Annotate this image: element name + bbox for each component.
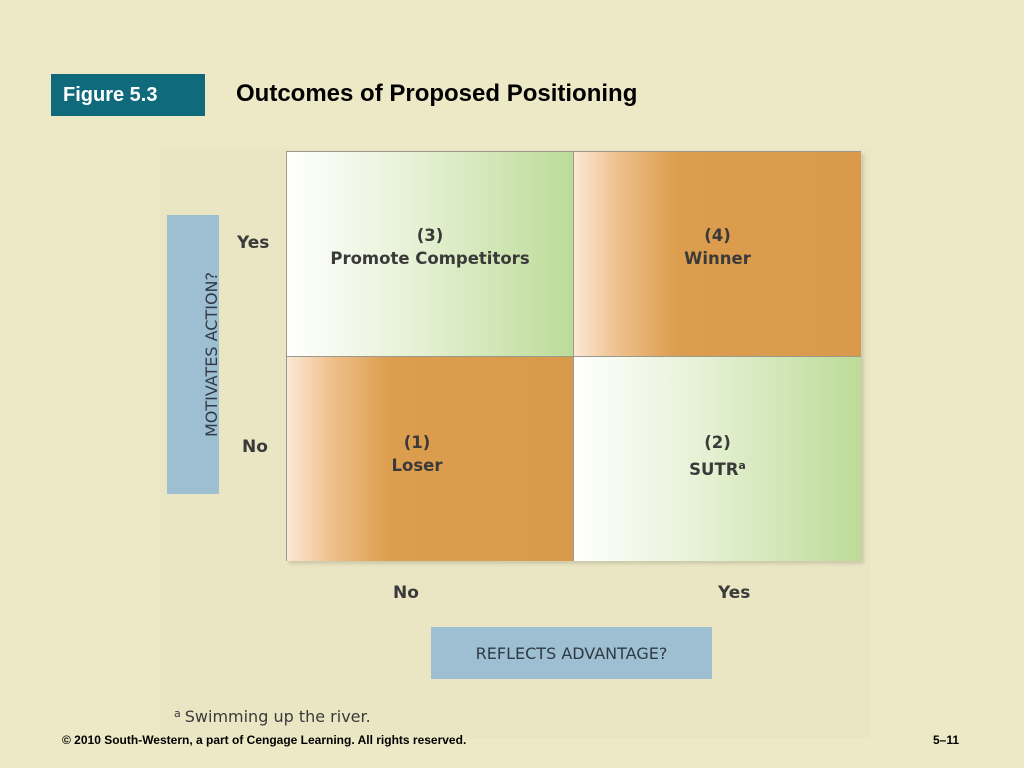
page-number: 5–11 (933, 733, 960, 747)
y-axis-box: MOTIVATES ACTION? (167, 215, 221, 494)
x-axis-label: REFLECTS ADVANTAGE? (475, 643, 668, 663)
y-tick-yes: Yes (237, 233, 270, 253)
footnote-marker: a (174, 707, 181, 720)
x-tick-no: No (393, 583, 419, 603)
slide-title: Outcomes of Proposed Positioning (236, 80, 638, 107)
footnote-text: Swimming up the river. (184, 707, 371, 726)
figure-label: Figure 5.3 (63, 83, 158, 106)
x-tick-yes: Yes (718, 583, 751, 603)
quadrant-winner: (4) Winner (574, 152, 861, 357)
footnote-marker: a (738, 459, 746, 472)
figure-badge: Figure 5.3 (51, 74, 205, 116)
quadrant-number: (1) (403, 433, 431, 452)
quadrant-label: SUTR (689, 460, 739, 479)
quadrant-number: (2) (704, 433, 731, 452)
quadrant-label-wrap: SUTRa (574, 454, 861, 481)
y-axis-label: MOTIVATES ACTION? (177, 215, 229, 494)
quadrant-label: Winner (684, 249, 751, 268)
quadrant-number: (4) (704, 226, 731, 245)
quadrant-sutr: (2) SUTRa (574, 357, 861, 561)
y-tick-no: No (242, 437, 268, 457)
quadrant-label: Loser (391, 456, 443, 475)
quadrant-promote-competitors: (3) Promote Competitors (287, 152, 574, 357)
quadrant-number: (3) (416, 226, 444, 245)
outcome-matrix: (3) Promote Competitors (4) Winner (1) L… (286, 151, 861, 561)
copyright-notice: © 2010 South-Western, a part of Cengage … (62, 733, 467, 747)
y-axis-label-text: MOTIVATES ACTION? (201, 271, 221, 438)
x-axis-box: REFLECTS ADVANTAGE? (431, 627, 712, 679)
quadrant-loser: (1) Loser (287, 357, 574, 561)
quadrant-label: Promote Competitors (330, 249, 530, 268)
footnote: a Swimming up the river. (174, 707, 371, 726)
